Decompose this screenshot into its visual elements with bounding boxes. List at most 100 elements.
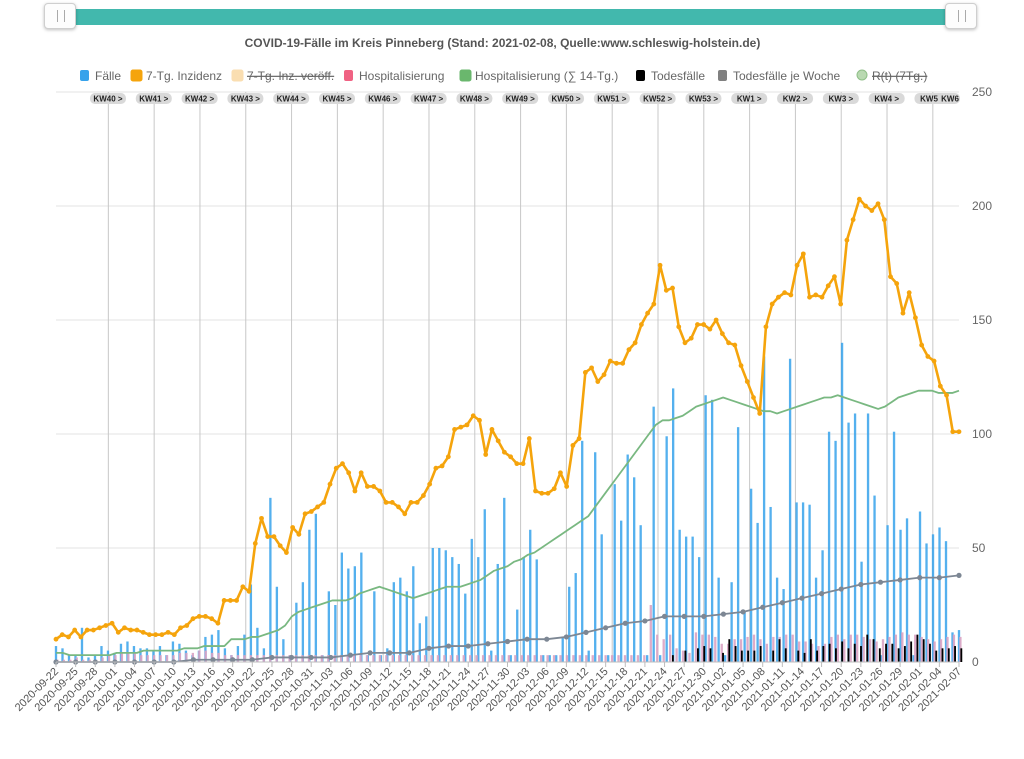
bar-hospitalisierung[interactable]	[914, 634, 917, 662]
bar-todesfaelle[interactable]	[671, 655, 674, 662]
bar-hospitalisierung[interactable]	[423, 655, 427, 662]
bar-hospitalisierung[interactable]	[836, 634, 840, 662]
bar-hospitalisierung[interactable]	[830, 636, 833, 662]
bar-faelle[interactable]	[477, 557, 480, 662]
series-7tg-inzidenz-point[interactable]	[227, 598, 233, 603]
series-7tg-inzidenz-point[interactable]	[763, 324, 769, 330]
series-7tg-inzidenz-point[interactable]	[408, 500, 414, 505]
week-label[interactable]: KW49 >	[506, 95, 535, 104]
series-7tg-inzidenz-point[interactable]	[259, 515, 264, 521]
bar-hospitalisierung[interactable]	[385, 655, 388, 662]
bar-faelle[interactable]	[535, 559, 538, 662]
bar-hospitalisierung[interactable]	[875, 641, 878, 662]
series-todesfaelle-je-woche-point[interactable]	[936, 575, 942, 581]
bar-hospitalisierung[interactable]	[481, 655, 485, 662]
bar-hospitalisierung[interactable]	[101, 657, 104, 662]
bar-hospitalisierung[interactable]	[159, 655, 162, 662]
week-badge[interactable]	[639, 93, 676, 104]
bar-hospitalisierung[interactable]	[752, 634, 756, 662]
series-todesfaelle-je-woche-point[interactable]	[583, 629, 589, 635]
bar-faelle[interactable]	[399, 577, 402, 662]
bar-faelle[interactable]	[951, 632, 954, 662]
series-7tg-inzidenz-point[interactable]	[688, 335, 694, 341]
series-7tg-inzidenz-point[interactable]	[402, 511, 408, 517]
bar-faelle[interactable]	[646, 655, 649, 662]
bar-todesfaelle[interactable]	[929, 643, 931, 662]
week-badge[interactable]	[593, 93, 630, 104]
bar-todesfaelle[interactable]	[922, 639, 925, 662]
bar-faelle[interactable]	[522, 557, 525, 662]
series-7tg-inzidenz-point[interactable]	[458, 424, 464, 430]
bar-hospitalisierung[interactable]	[391, 655, 394, 662]
bar-faelle[interactable]	[126, 641, 129, 662]
bar-todesfaelle[interactable]	[778, 639, 781, 662]
week-label[interactable]: KW43 >	[231, 95, 260, 104]
bar-faelle[interactable]	[496, 563, 499, 662]
bar-faelle[interactable]	[827, 431, 831, 662]
week-label[interactable]: KW40 >	[93, 95, 122, 104]
bar-faelle[interactable]	[788, 358, 792, 662]
week-badge[interactable]	[89, 93, 126, 104]
bar-faelle[interactable]	[249, 584, 253, 662]
bar-faelle[interactable]	[931, 534, 935, 662]
bar-faelle[interactable]	[457, 563, 460, 662]
series-7tg-inzidenz-point[interactable]	[396, 504, 401, 510]
bar-faelle[interactable]	[866, 413, 870, 662]
series-7tg-inzidenz-point[interactable]	[122, 625, 127, 631]
bar-todesfaelle[interactable]	[784, 648, 787, 662]
legend-swatch[interactable]	[636, 70, 645, 81]
series-7tg-inzidenz-point[interactable]	[489, 427, 495, 432]
series-7tg-inzidenz-point[interactable]	[165, 629, 171, 635]
series-7tg-inzidenz-point[interactable]	[501, 449, 507, 455]
bar-todesfaelle[interactable]	[941, 648, 944, 662]
bar-hospitalisierung[interactable]	[62, 659, 66, 662]
series-7tg-inzidenz-point[interactable]	[464, 422, 470, 428]
series-todesfaelle-je-woche-point[interactable]	[485, 641, 491, 647]
bar-faelle[interactable]	[886, 525, 889, 662]
bar-hospitalisierung[interactable]	[352, 655, 356, 662]
bar-hospitalisierung[interactable]	[365, 655, 369, 662]
week-label[interactable]: KW45 >	[322, 95, 351, 104]
bar-faelle[interactable]	[840, 342, 844, 662]
legend-label[interactable]: 7-Tg. Inz. veröff.	[247, 69, 334, 83]
bar-faelle[interactable]	[87, 657, 90, 662]
bar-hospitalisierung[interactable]	[398, 655, 401, 662]
bar-faelle[interactable]	[879, 655, 883, 662]
bar-hospitalisierung[interactable]	[165, 655, 169, 662]
series-7tg-inzidenz-point[interactable]	[333, 465, 339, 471]
bar-faelle[interactable]	[490, 650, 493, 662]
bar-hospitalisierung[interactable]	[281, 655, 285, 662]
bar-hospitalisierung[interactable]	[901, 632, 904, 662]
week-label[interactable]: KW4 >	[874, 95, 899, 104]
bar-faelle[interactable]	[775, 577, 779, 662]
bar-hospitalisierung[interactable]	[559, 655, 562, 662]
bar-faelle[interactable]	[568, 586, 571, 662]
series-7tg-inzidenz-point[interactable]	[495, 438, 501, 444]
bar-faelle[interactable]	[210, 634, 214, 662]
series-7tg-inzidenz-point[interactable]	[383, 500, 389, 505]
bar-faelle[interactable]	[925, 543, 928, 662]
week-badge[interactable]	[364, 93, 401, 104]
series-7tg-inzidenz-point[interactable]	[782, 290, 788, 296]
bar-faelle[interactable]	[80, 627, 84, 662]
bar-hospitalisierung[interactable]	[469, 655, 472, 662]
bar-todesfaelle[interactable]	[916, 634, 919, 662]
week-label[interactable]: KW1 >	[737, 95, 762, 104]
bar-hospitalisierung[interactable]	[320, 655, 324, 662]
bar-faelle[interactable]	[438, 548, 441, 662]
series-7tg-inzidenz-point[interactable]	[813, 292, 819, 298]
series-7tg-inzidenz-point[interactable]	[240, 584, 246, 590]
series-7tg-inzidenz-point[interactable]	[433, 465, 439, 471]
bar-hospitalisierung[interactable]	[727, 643, 730, 662]
series-7tg-inzidenz-point[interactable]	[53, 636, 59, 642]
series-todesfaelle-je-woche-point[interactable]	[406, 650, 412, 656]
bar-hospitalisierung[interactable]	[662, 639, 665, 662]
bar-hospitalisierung[interactable]	[649, 605, 652, 662]
series-todesfaelle-je-woche-point[interactable]	[956, 572, 962, 578]
bar-todesfaelle[interactable]	[684, 650, 687, 662]
bar-faelle[interactable]	[607, 655, 610, 662]
bar-faelle[interactable]	[613, 484, 616, 662]
bar-faelle[interactable]	[54, 646, 58, 662]
series-7tg-inzidenz-point[interactable]	[508, 454, 514, 460]
series-7tg-inzidenz-point[interactable]	[539, 490, 545, 496]
